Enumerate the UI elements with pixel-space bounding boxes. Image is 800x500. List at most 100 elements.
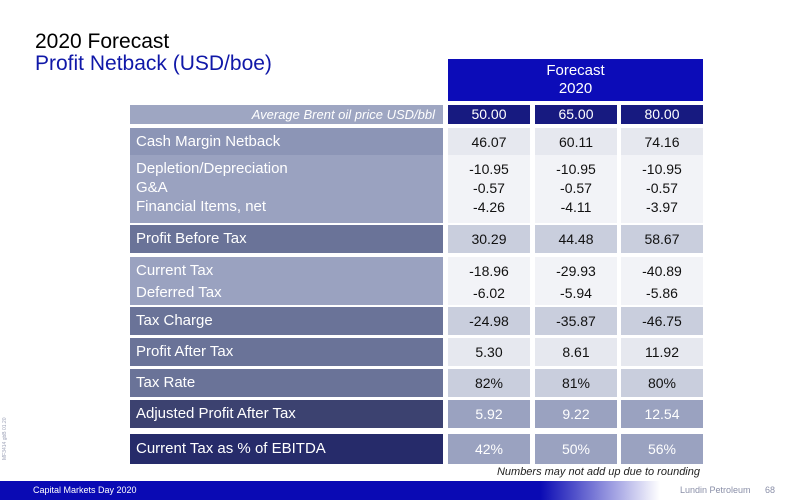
row-label-pbt: Profit Before Tax [136, 230, 247, 247]
value-financial-50: -4.26 [473, 199, 505, 215]
adj-pat-value-bg [535, 400, 617, 428]
row-label-ct-ebitda: Current Tax as % of EBITDA [136, 440, 326, 457]
tax-value-bg [448, 257, 530, 305]
footer-fade [540, 481, 660, 500]
value-financial-80: -3.97 [646, 199, 678, 215]
row-label-tax-charge: Tax Charge [136, 312, 213, 329]
pbt-value-bg [621, 225, 703, 253]
value-adj-pat-65: 9.22 [562, 406, 590, 422]
rounding-footnote: Numbers may not add up due to rounding [496, 466, 700, 478]
footer-company: Lundin Petroleum [680, 485, 751, 495]
brent-price-50: 50.00 [448, 105, 530, 124]
value-pat-65: 8.61 [562, 344, 590, 360]
value-ga-50: -0.57 [473, 180, 505, 196]
forecast-column-header: Forecast 2020 [448, 59, 703, 101]
pat-label-bg [130, 338, 443, 366]
value-adj-pat-80: 12.54 [644, 406, 680, 422]
brent-price-65: 65.00 [535, 105, 617, 124]
value-ct-ebitda-50: 42% [474, 441, 504, 457]
value-current-tax-65: -29.93 [556, 263, 596, 279]
value-depletion-80: -10.95 [642, 161, 682, 177]
tax-rate-value-bg [448, 369, 530, 397]
value-cash-margin-50: 46.07 [471, 134, 507, 150]
value-tax-rate-80: 80% [647, 375, 677, 391]
pbt-value-bg [535, 225, 617, 253]
adj-pat-value-bg [448, 400, 530, 428]
ct-ebitda-value-bg [535, 434, 617, 464]
row-label-pat: Profit After Tax [136, 343, 234, 360]
forecast-header-label: Forecast [546, 62, 605, 79]
row-label-financial: Financial Items, net [136, 198, 267, 215]
costs-label-bg [130, 155, 443, 223]
costs-value-bg [448, 155, 530, 223]
value-deferred-tax-80: -5.86 [646, 285, 678, 301]
value-tax-rate-50: 82% [474, 375, 504, 391]
value-ct-ebitda-80: 56% [647, 441, 677, 457]
value-pbt-50: 30.29 [471, 231, 507, 247]
ct-ebitda-value-bg [448, 434, 530, 464]
slide-title: 2020 Forecast [35, 30, 170, 53]
value-cash-margin-65: 60.11 [559, 134, 593, 150]
cash-margin-value-bg [621, 128, 703, 155]
value-tax-charge-65: -35.87 [556, 313, 596, 329]
value-pbt-65: 44.48 [558, 231, 594, 247]
value-pat-80: 11.92 [645, 344, 679, 360]
cash-margin-value-bg [448, 128, 530, 155]
tax-value-bg [535, 257, 617, 305]
brent-price-80: 80.00 [621, 105, 703, 124]
row-label-deferred-tax: Deferred Tax [136, 284, 222, 301]
document-code: MF3414 gbB 01.20 [2, 417, 8, 460]
tax-label-bg [130, 257, 443, 305]
tax-charge-value-bg [448, 307, 530, 335]
costs-value-bg [535, 155, 617, 223]
value-tax-charge-50: -24.98 [469, 313, 509, 329]
value-current-tax-80: -40.89 [642, 263, 682, 279]
value-cash-margin-80: 74.16 [644, 134, 680, 150]
tax-charge-label-bg [130, 307, 443, 335]
tax-rate-value-bg [621, 369, 703, 397]
value-ct-ebitda-65: 50% [561, 441, 591, 457]
row-label-adj-pat: Adjusted Profit After Tax [136, 405, 296, 422]
pat-value-bg [448, 338, 530, 366]
value-pat-50: 5.30 [475, 344, 503, 360]
value-deferred-tax-50: -6.02 [473, 285, 505, 301]
ct-ebitda-label-bg [130, 434, 443, 464]
adj-pat-label-bg [130, 400, 443, 428]
row-label-current-tax: Current Tax [136, 262, 214, 279]
value-depletion-65: -10.95 [556, 161, 596, 177]
slide-subtitle: Profit Netback (USD/boe) [35, 52, 272, 75]
row-label-cash-margin: Cash Margin Netback [136, 133, 281, 150]
value-ga-65: -0.57 [560, 180, 592, 196]
value-financial-65: -4.11 [560, 199, 592, 215]
pat-value-bg [535, 338, 617, 366]
footer-event: Capital Markets Day 2020 [33, 485, 137, 495]
tax-rate-label-bg [130, 369, 443, 397]
value-tax-charge-80: -46.75 [642, 313, 682, 329]
adj-pat-value-bg [621, 400, 703, 428]
tax-value-bg [621, 257, 703, 305]
value-current-tax-50: -18.96 [469, 263, 509, 279]
tax-charge-value-bg [535, 307, 617, 335]
row-label-tax-rate: Tax Rate [136, 374, 196, 391]
pbt-label-bg [130, 225, 443, 253]
cash-margin-value-bg [535, 128, 617, 155]
row-label-ga: G&A [136, 179, 168, 196]
tax-charge-value-bg [621, 307, 703, 335]
row-label-depletion: Depletion/Depreciation [136, 160, 288, 177]
cash-margin-label-bg [130, 128, 443, 155]
pbt-value-bg [448, 225, 530, 253]
footer-bar [0, 481, 540, 500]
forecast-header-year: 2020 [558, 80, 593, 97]
value-tax-rate-65: 81% [561, 375, 591, 391]
value-ga-80: -0.57 [646, 180, 678, 196]
costs-value-bg [621, 155, 703, 223]
footer-page-number: 68 [765, 485, 776, 495]
tax-rate-value-bg [535, 369, 617, 397]
ct-ebitda-value-bg [621, 434, 703, 464]
value-pbt-80: 58.67 [644, 231, 680, 247]
pat-value-bg [621, 338, 703, 366]
brent-price-label: Average Brent oil price USD/bbl [130, 105, 443, 124]
value-adj-pat-50: 5.92 [475, 406, 503, 422]
value-deferred-tax-65: -5.94 [560, 285, 592, 301]
value-depletion-50: -10.95 [469, 161, 509, 177]
